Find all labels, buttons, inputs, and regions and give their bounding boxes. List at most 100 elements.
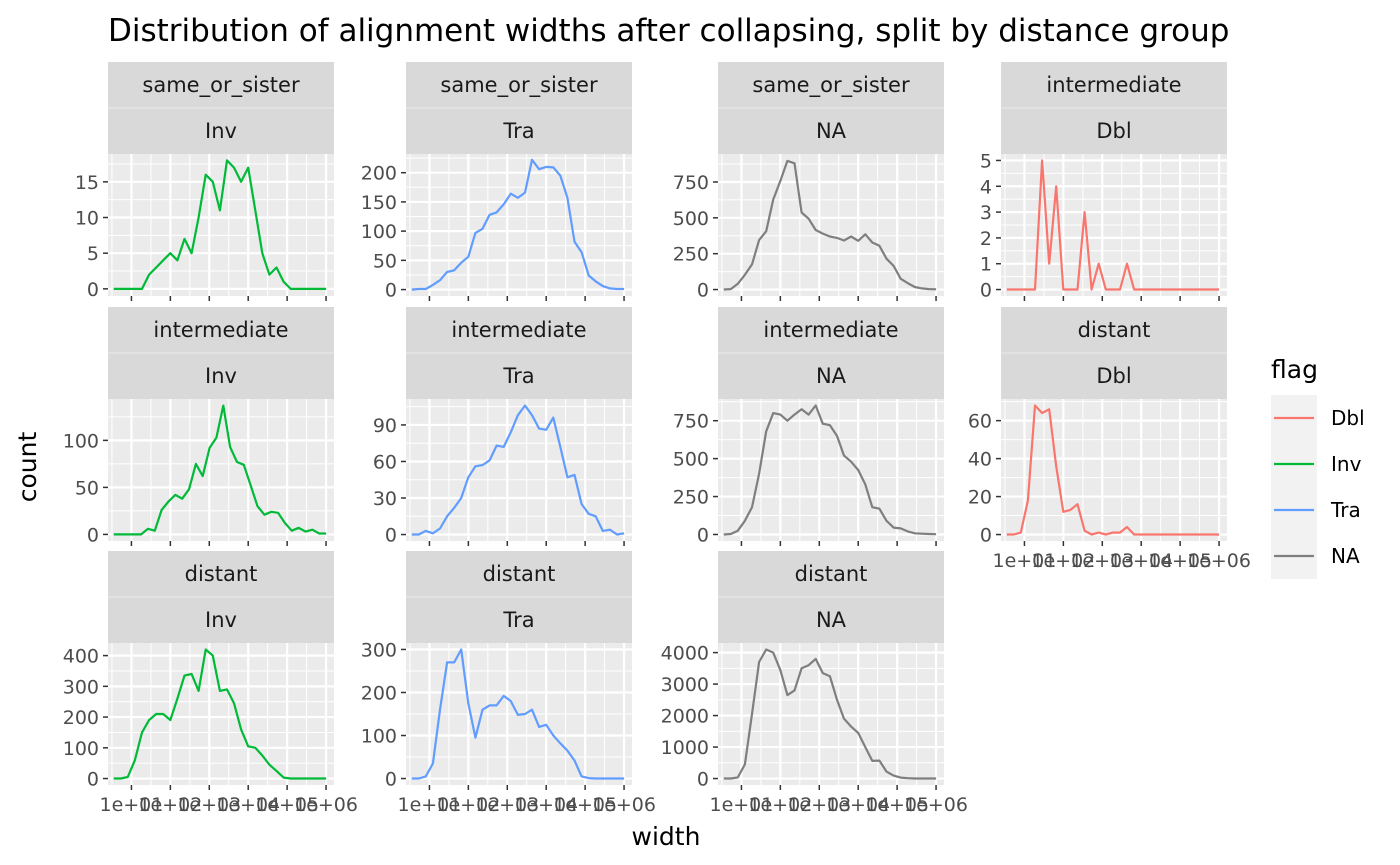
- legend-label-tra: Tra: [1330, 498, 1361, 522]
- y-tick-label: 100: [63, 738, 99, 760]
- panel-distant-inv: distantInv01002003004001e+011e+021e+031e…: [63, 551, 358, 816]
- x-tick-label: 1e+04: [826, 794, 890, 816]
- y-tick-label: 250: [673, 244, 709, 266]
- series-line-inv: [113, 404, 327, 536]
- strip-group-label: distant: [795, 562, 868, 586]
- strip-group-label: distant: [483, 562, 556, 586]
- strip-group: [108, 62, 334, 108]
- y-tick-label: 750: [673, 172, 709, 194]
- panel-same_or_sister-na: same_or_sister NA 0 250 500 750: [673, 62, 944, 302]
- x-tick-label: 1e+05: [255, 794, 319, 816]
- strip-group: [406, 62, 632, 108]
- strip-group: [108, 551, 334, 597]
- series-line-dbl: [1006, 404, 1220, 536]
- strip-group: [108, 307, 334, 353]
- strip-group-label: same_or_sister: [752, 73, 910, 98]
- y-tick-label: 5: [980, 150, 992, 172]
- strip-group-label: intermediate: [1046, 73, 1181, 97]
- strip-flag: [406, 597, 632, 643]
- strip-flag: [1001, 108, 1227, 154]
- x-tick-label: 1e+02: [436, 794, 500, 816]
- panel-same_or_sister-tra: same_or_sister Tra 0 50 100 150 200: [361, 62, 632, 302]
- panel-background: [718, 154, 944, 296]
- x-tick-label: 1e+01: [99, 794, 163, 816]
- chart-title: Distribution of alignment widths after c…: [108, 13, 1229, 49]
- y-tick-label: 300: [63, 676, 99, 698]
- y-tick-label: 300: [361, 639, 397, 661]
- y-tick-label: 90: [373, 415, 397, 437]
- series-line-tra: [411, 648, 625, 780]
- strip-group: [1001, 62, 1227, 108]
- x-tick-label: 1e+06: [592, 794, 656, 816]
- x-tick-label: 1e+04: [1109, 550, 1173, 572]
- x-tick-label: 1e+03: [1070, 550, 1134, 572]
- panel-background: [718, 399, 944, 541]
- y-tick-label: 40: [968, 449, 992, 471]
- y-tick-label: 200: [361, 163, 397, 185]
- y-tick-label: 0: [385, 525, 397, 547]
- y-tick-label: 100: [361, 726, 397, 748]
- y-tick-label: 200: [63, 707, 99, 729]
- panel-background: [718, 643, 944, 785]
- strip-flag: [1001, 353, 1227, 399]
- y-tick-label: 30: [373, 488, 397, 510]
- strip-group: [718, 551, 944, 597]
- strip-group: [406, 551, 632, 597]
- y-tick-label: 50: [373, 250, 397, 272]
- y-tick-label: 500: [673, 208, 709, 230]
- x-tick-label: 1e+05: [1148, 550, 1212, 572]
- series-line-inv: [113, 159, 327, 290]
- y-tick-label: 50: [75, 477, 99, 499]
- y-tick-label: 750: [673, 411, 709, 433]
- x-tick-label: 1e+05: [865, 794, 929, 816]
- y-tick-label: 2000: [661, 706, 709, 728]
- strip-flag: [108, 353, 334, 399]
- panel-background: [406, 399, 632, 541]
- series-line-tra: [411, 158, 625, 291]
- x-axis-title: width: [632, 822, 701, 851]
- panel-background: [1001, 399, 1227, 541]
- strip-flag-label: Inv: [205, 364, 237, 388]
- y-tick-label: 20: [968, 487, 992, 509]
- strip-group: [718, 307, 944, 353]
- y-tick-label: 0: [87, 769, 99, 791]
- x-tick-label: 1e+02: [748, 794, 812, 816]
- series-line-inv: [113, 648, 327, 780]
- strip-flag-label: NA: [816, 608, 847, 632]
- strip-flag: [406, 108, 632, 154]
- y-tick-label: 3: [980, 202, 992, 224]
- y-tick-label: 3000: [661, 674, 709, 696]
- y-tick-label: 60: [968, 411, 992, 433]
- strip-group-label: intermediate: [763, 318, 898, 342]
- strip-group-label: distant: [1078, 318, 1151, 342]
- y-tick-label: 15: [75, 172, 99, 194]
- x-tick-label: 1e+06: [904, 794, 968, 816]
- strip-flag-label: Tra: [502, 119, 534, 143]
- legend-label-na: NA: [1331, 544, 1360, 568]
- y-tick-label: 1: [980, 254, 992, 276]
- strip-flag-label: NA: [816, 364, 847, 388]
- panel-background: [108, 643, 334, 785]
- x-tick-label: 1e+04: [514, 794, 578, 816]
- y-tick-label: 0: [697, 524, 709, 546]
- y-tick-label: 0: [980, 280, 992, 302]
- y-axis-title: count: [13, 432, 42, 503]
- panel-distant-dbl: distantDbl02040601e+011e+021e+031e+041e+…: [968, 307, 1251, 572]
- legend-label-inv: Inv: [1331, 452, 1362, 476]
- y-tick-label: 100: [63, 430, 99, 452]
- panel-intermediate-na: intermediate NA 0 250 500 750: [673, 307, 944, 546]
- x-tick-label: 1e+03: [787, 794, 851, 816]
- legend-keys: Dbl Inv Tra NA: [1271, 395, 1365, 579]
- strip-flag-label: Dbl: [1096, 364, 1131, 388]
- panel-distant-tra: distant Tra 0 100 200 300 1e+011e+021e+031e+04…: [361, 551, 656, 816]
- strip-flag: [718, 597, 944, 643]
- strip-flag: [108, 597, 334, 643]
- y-tick-label: 500: [673, 449, 709, 471]
- strip-flag-label: Inv: [205, 608, 237, 632]
- strip-group-label: intermediate: [451, 318, 586, 342]
- panel-same_or_sister-inv: same_or_sister Inv 0 5 10 15: [75, 62, 334, 301]
- y-tick-label: 4: [980, 176, 992, 198]
- strip-flag-label: Inv: [205, 119, 237, 143]
